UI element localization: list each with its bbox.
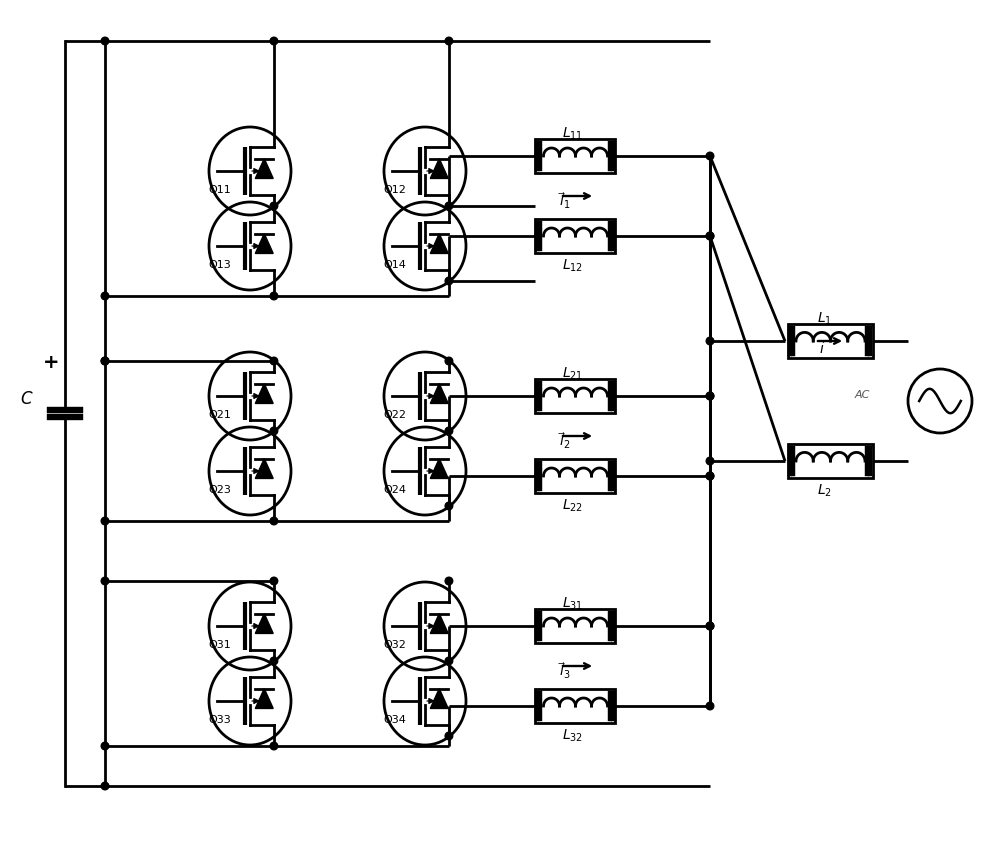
- Circle shape: [270, 292, 278, 300]
- Polygon shape: [430, 158, 448, 178]
- Text: Q22: Q22: [383, 410, 406, 420]
- Text: Q11: Q11: [208, 185, 231, 195]
- Text: $L_{22}$: $L_{22}$: [562, 498, 583, 514]
- Circle shape: [706, 152, 714, 160]
- Circle shape: [101, 292, 109, 300]
- Circle shape: [101, 357, 109, 365]
- Circle shape: [270, 657, 278, 665]
- Text: Q14: Q14: [383, 260, 406, 270]
- Circle shape: [270, 202, 278, 210]
- Circle shape: [706, 232, 714, 240]
- Polygon shape: [430, 459, 448, 479]
- Text: Q34: Q34: [383, 715, 406, 725]
- Circle shape: [270, 357, 278, 365]
- Circle shape: [706, 472, 714, 480]
- Circle shape: [101, 37, 109, 45]
- Text: $L_1$: $L_1$: [817, 311, 832, 327]
- Circle shape: [445, 657, 453, 665]
- Polygon shape: [430, 614, 448, 634]
- Text: Q24: Q24: [383, 485, 406, 495]
- Text: Q21: Q21: [208, 410, 231, 420]
- Circle shape: [706, 457, 714, 465]
- Polygon shape: [255, 158, 273, 178]
- Text: $L_{31}$: $L_{31}$: [562, 596, 583, 612]
- Text: Q23: Q23: [208, 485, 231, 495]
- Circle shape: [445, 357, 453, 365]
- Circle shape: [101, 357, 109, 365]
- Polygon shape: [255, 233, 273, 253]
- Polygon shape: [255, 689, 273, 709]
- Circle shape: [270, 517, 278, 525]
- Bar: [535, 609, 615, 643]
- Circle shape: [270, 37, 278, 45]
- Polygon shape: [255, 614, 273, 634]
- Polygon shape: [430, 384, 448, 404]
- Text: Q13: Q13: [208, 260, 231, 270]
- Circle shape: [445, 427, 453, 435]
- Text: C: C: [20, 389, 32, 407]
- Circle shape: [706, 472, 714, 480]
- Polygon shape: [430, 689, 448, 709]
- Text: $\vec{\imath}_2$: $\vec{\imath}_2$: [558, 432, 570, 451]
- Text: $\vec{\imath}$: $\vec{\imath}$: [818, 340, 826, 357]
- Circle shape: [101, 517, 109, 525]
- Circle shape: [706, 623, 714, 629]
- Text: $\vec{\imath}_3$: $\vec{\imath}_3$: [558, 662, 570, 681]
- Bar: [535, 139, 615, 173]
- Circle shape: [101, 742, 109, 750]
- Circle shape: [445, 577, 453, 585]
- Bar: [535, 219, 615, 253]
- Text: $\vec{\imath}_1$: $\vec{\imath}_1$: [558, 192, 570, 212]
- Circle shape: [706, 703, 714, 709]
- Circle shape: [270, 577, 278, 585]
- Circle shape: [706, 623, 714, 629]
- Text: $L_2$: $L_2$: [817, 483, 832, 499]
- Text: Q31: Q31: [208, 640, 231, 650]
- Text: Q33: Q33: [208, 715, 231, 725]
- Circle shape: [270, 742, 278, 750]
- Text: $L_{11}$: $L_{11}$: [562, 126, 583, 142]
- Circle shape: [706, 338, 714, 344]
- Bar: [788, 444, 872, 478]
- Text: +: +: [43, 354, 60, 373]
- Circle shape: [445, 277, 453, 285]
- Circle shape: [706, 393, 714, 400]
- Text: $L_{12}$: $L_{12}$: [562, 258, 583, 275]
- Circle shape: [101, 577, 109, 585]
- Polygon shape: [255, 384, 273, 404]
- Circle shape: [101, 782, 109, 790]
- Text: $L_{21}$: $L_{21}$: [562, 366, 583, 382]
- Polygon shape: [255, 459, 273, 479]
- Bar: [788, 324, 872, 358]
- Circle shape: [706, 393, 714, 400]
- Circle shape: [445, 502, 453, 510]
- Bar: [535, 459, 615, 493]
- Polygon shape: [430, 233, 448, 253]
- Text: AC: AC: [855, 390, 870, 400]
- Circle shape: [445, 37, 453, 45]
- Circle shape: [445, 732, 453, 740]
- Text: Q12: Q12: [383, 185, 406, 195]
- Circle shape: [270, 427, 278, 435]
- Circle shape: [445, 202, 453, 210]
- Circle shape: [706, 232, 714, 240]
- Text: Q32: Q32: [383, 640, 406, 650]
- Bar: [535, 689, 615, 723]
- Text: $L_{32}$: $L_{32}$: [562, 728, 583, 745]
- Bar: [535, 379, 615, 413]
